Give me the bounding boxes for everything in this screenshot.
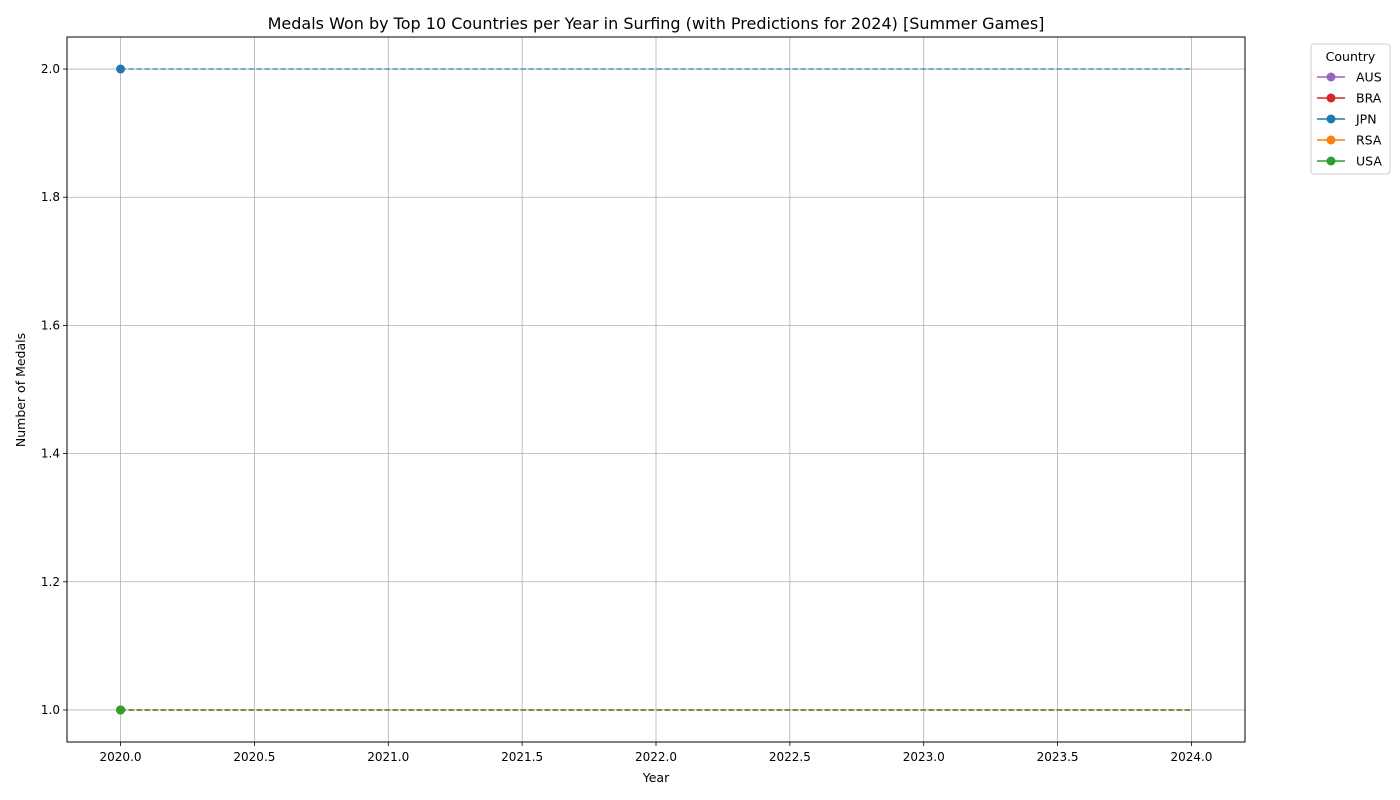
y-tick-label: 1.0: [41, 703, 60, 717]
legend-marker-rsa: [1326, 135, 1336, 145]
data-point-jpn: [116, 64, 126, 74]
x-tick-label: 2020.0: [100, 750, 142, 764]
legend-label-aus: AUS: [1356, 70, 1382, 85]
x-tick-label: 2024.0: [1170, 750, 1212, 764]
y-tick-label: 1.4: [41, 447, 60, 461]
legend-marker-usa: [1326, 156, 1336, 166]
chart-title: Medals Won by Top 10 Countries per Year …: [268, 14, 1045, 33]
y-axis-label: Number of Medals: [13, 333, 28, 447]
x-axis-ticks: 2020.0 2020.5 2021.0 2021.5 2022.0 2022.5 2023…: [100, 742, 1212, 764]
y-tick-label: 2.0: [41, 62, 60, 76]
legend-label-rsa: RSA: [1356, 133, 1382, 148]
prediction-lines: [120, 68, 1192, 711]
y-tick-label: 1.2: [41, 575, 60, 589]
x-tick-label: 2021.0: [367, 750, 409, 764]
data-point-usa: [116, 705, 126, 715]
actual-lines: [116, 64, 126, 715]
x-tick-label: 2022.0: [635, 750, 677, 764]
legend-label-jpn: JPN: [1355, 112, 1377, 127]
x-tick-label: 2021.5: [501, 750, 543, 764]
y-tick-label: 1.8: [41, 190, 60, 204]
legend-label-bra: BRA: [1356, 91, 1382, 106]
legend-marker-bra: [1326, 93, 1336, 103]
x-axis-label: Year: [642, 770, 670, 785]
legend-title: Country: [1326, 49, 1376, 64]
x-tick-label: 2020.5: [233, 750, 275, 764]
x-tick-label: 2023.0: [903, 750, 945, 764]
legend-label-usa: USA: [1356, 154, 1382, 169]
legend-items: AUS BRA JPN RSA USA: [1317, 70, 1382, 169]
y-tick-label: 1.6: [41, 318, 60, 332]
y-axis-ticks: 1.0 1.2 1.4 1.6 1.8 2.0: [41, 62, 67, 717]
legend-marker-aus: [1326, 72, 1336, 82]
x-tick-label: 2022.5: [769, 750, 811, 764]
grid-lines: [67, 37, 1245, 742]
x-tick-label: 2023.5: [1037, 750, 1079, 764]
legend: Country AUS BRA JPN RSA USA: [1310, 43, 1391, 175]
legend-marker-jpn: [1326, 114, 1336, 124]
